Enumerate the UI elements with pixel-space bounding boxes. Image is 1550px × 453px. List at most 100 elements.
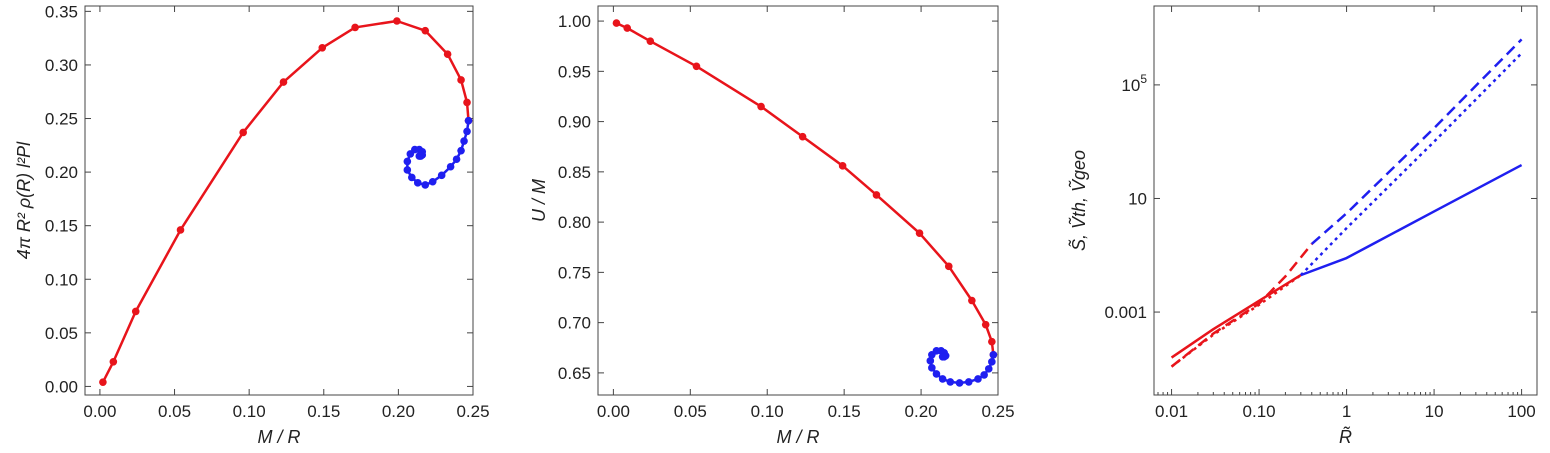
series-line-6 <box>1299 52 1523 276</box>
y-tick-exponent: 5 <box>1140 72 1147 86</box>
data-point <box>964 378 973 386</box>
data-point <box>421 26 430 35</box>
data-point <box>460 137 468 145</box>
data-point <box>984 365 993 373</box>
data-point <box>403 157 412 166</box>
y-tick-label: 0.80 <box>558 213 591 232</box>
data-point <box>944 262 953 271</box>
data-point <box>757 102 765 111</box>
data-point <box>109 357 118 366</box>
data-point <box>463 127 471 136</box>
y-tick-label: 0.95 <box>558 62 591 81</box>
x-tick-label: 0.10 <box>233 402 266 421</box>
series-line-1 <box>1170 274 1302 359</box>
x-tick-label: 0.01 <box>1155 402 1188 421</box>
data-point <box>415 152 424 160</box>
x-tick-label: 0.05 <box>674 402 707 421</box>
data-point <box>452 155 461 164</box>
data-point <box>464 116 473 125</box>
data-point <box>457 146 465 155</box>
x-tick-label: 0.10 <box>1243 402 1276 421</box>
data-point <box>239 128 247 137</box>
chart-panel-2: 0.00 0.05 0.10 0.15 0.20 0.25 0.65 0.70 0.75 0.80… <box>529 5 1015 447</box>
x-tick-label: 0.05 <box>158 402 191 421</box>
data-point <box>988 358 996 366</box>
y-tick-label: 0.00 <box>45 377 78 396</box>
data-point <box>99 378 107 386</box>
plot-frame <box>597 5 999 396</box>
y-tick-label: 0.05 <box>45 324 78 343</box>
x-tick-label: 0.10 <box>751 402 784 421</box>
data-point <box>926 357 935 365</box>
data-point <box>981 320 990 329</box>
data-point <box>938 375 947 383</box>
data-point <box>446 162 455 171</box>
data-point <box>974 375 982 383</box>
x-tick-label: 0.25 <box>981 402 1014 421</box>
series-line-1 <box>615 21 995 355</box>
data-point <box>646 37 655 45</box>
chart-panel-3: 0.01 0.10 1 10 100 0.001 10 105 R̃ S̃, Ṽth, Ṽge… <box>1068 5 1538 447</box>
y-tick-label: 105 <box>1121 72 1147 95</box>
y-tick-label: 0.75 <box>558 263 591 282</box>
data-point <box>938 353 947 361</box>
data-point <box>612 19 621 27</box>
data-point <box>872 191 881 199</box>
data-point <box>428 177 437 186</box>
series-line-1 <box>101 19 470 383</box>
x-tick-label: 0.00 <box>597 402 630 421</box>
data-point <box>988 337 996 346</box>
y-tick-label: 0.35 <box>45 2 78 21</box>
y-tick-label: 1.00 <box>558 12 591 31</box>
plot-frame <box>84 5 474 396</box>
y-axis-label: U / M <box>529 179 549 222</box>
data-point <box>176 226 185 234</box>
x-tick-label: 0.20 <box>905 402 938 421</box>
y-axis-label: 4π R² ρ(R) l²Pl <box>14 141 34 259</box>
data-point <box>408 173 416 182</box>
data-point <box>932 370 941 378</box>
data-point <box>968 296 976 305</box>
data-point <box>351 23 359 32</box>
data-point <box>980 371 988 379</box>
y-tick-label: 0.85 <box>558 163 591 182</box>
series-line-5 <box>1310 38 1523 245</box>
data-point <box>692 62 701 71</box>
y-tick-label: 0.15 <box>45 217 78 236</box>
data-point <box>798 132 807 141</box>
chart-panel-1: 0.00 0.05 0.10 0.15 0.20 0.25 0.00 0.05 0.10 0.15… <box>14 2 490 447</box>
x-axis-label: R̃ <box>1339 426 1352 447</box>
data-point <box>437 171 446 180</box>
x-axis-label: M / R <box>777 427 820 447</box>
x-tick-label: 0.15 <box>828 402 861 421</box>
data-point <box>915 229 924 237</box>
data-point <box>838 162 847 170</box>
data-point <box>393 17 401 25</box>
y-tick-label: 0.20 <box>45 163 78 182</box>
x-tick-label: 100 <box>1507 402 1535 421</box>
y-tick-label: 0.001 <box>1104 303 1147 322</box>
data-point <box>318 43 327 52</box>
data-point <box>279 78 288 86</box>
data-point <box>463 98 471 107</box>
y-axis-label: S̃, Ṽth, Ṽgeo <box>1068 150 1089 251</box>
data-point <box>928 364 936 372</box>
data-point <box>421 181 430 189</box>
series-line-3 <box>1170 274 1302 368</box>
data-point <box>457 76 465 84</box>
plot-frame <box>1153 5 1538 396</box>
x-tick-label: 0.00 <box>83 402 116 421</box>
data-point <box>989 350 998 359</box>
series-line-2 <box>1170 243 1313 368</box>
data-point <box>443 50 452 59</box>
data-point <box>955 379 964 387</box>
data-point <box>131 307 140 316</box>
data-point <box>623 24 632 32</box>
y-tick-label: 0.70 <box>558 314 591 333</box>
data-point <box>946 378 955 386</box>
y-tick-label: 10 <box>1128 189 1147 208</box>
x-tick-label: 0.25 <box>456 402 489 421</box>
data-point <box>413 179 422 187</box>
y-tick-label: 0.10 <box>45 270 78 289</box>
